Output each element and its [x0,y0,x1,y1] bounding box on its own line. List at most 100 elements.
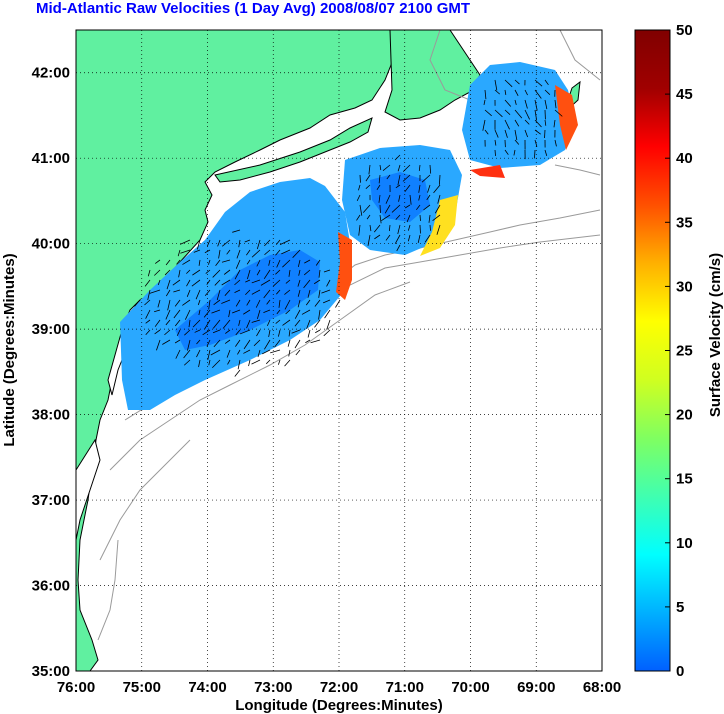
velocity-vector [208,359,211,366]
velocity-vector [315,329,321,334]
velocity-vector [484,129,489,135]
velocity-vector [265,359,271,365]
velocity-vector [195,289,201,300]
velocity-vector [391,204,401,213]
velocity-vector [423,204,431,211]
velocity-vector [184,309,191,320]
velocity-vector [247,269,251,280]
velocity-vector [175,349,181,359]
velocity-vector [266,319,271,327]
y-tick-label: 39:00 [32,321,70,338]
land-new-england [384,30,481,121]
velocity-vector [376,184,381,191]
velocity-vector [418,184,421,193]
velocity-vector [145,319,151,324]
velocity-vector [404,204,411,209]
velocity-vector [221,239,231,247]
velocity-vector [234,269,241,280]
velocity-vectors [134,79,563,377]
velocity-vector [395,214,401,220]
velocity-vector [203,309,211,318]
velocity-vector [504,79,513,88]
velocity-vector [378,194,381,203]
velocity-vector [206,339,211,347]
velocity-vector [385,194,391,204]
velocity-vector [362,204,371,213]
velocity-vector [192,269,201,276]
velocity-vector [177,249,181,257]
velocity-vector [356,194,361,201]
velocity-vector [388,224,391,232]
velocity-vector [524,99,528,109]
velocity-vector [303,269,311,276]
velocity-vector [382,164,391,171]
velocity-vector [226,349,231,358]
x-tick-label: 72:00 [320,679,358,696]
velocity-vector [318,289,321,298]
velocity-vector [212,329,221,334]
velocity-vector [183,349,191,359]
y-tick-label: 35:00 [32,663,70,680]
velocity-vector [221,299,231,304]
velocity-vector [514,79,520,85]
velocity-vector [396,244,401,252]
velocity-vector [428,214,431,223]
velocity-vector [288,349,291,357]
velocity-vector [174,319,181,327]
velocity-vector [207,349,211,361]
velocity-vector [276,289,281,295]
velocity-vector [157,279,161,286]
velocity-vector [197,299,201,306]
coverage-middle-edge [420,195,458,256]
velocity-vector [373,224,381,233]
velocity-vector [211,359,221,369]
velocity-vector [251,249,261,258]
velocity-vector [228,309,231,318]
x-tick-label: 76:00 [57,679,95,696]
velocity-vector [514,109,523,119]
velocity-vector [144,299,151,306]
coverage-south-slow [175,250,320,350]
velocity-field [120,62,578,410]
velocity-vector [384,204,391,214]
x-tick-label: 70:00 [451,679,489,696]
velocity-vector [318,309,321,320]
velocity-vector [534,99,538,111]
land-chesapeake [76,438,101,541]
velocity-vector [165,319,171,326]
plot-frame [75,29,603,672]
velocity-vector [297,279,301,287]
y-tick-label: 37:00 [32,492,70,509]
velocity-vector [235,259,241,269]
coverage-north-edge [555,85,578,150]
velocity-vector [243,309,251,315]
velocity-vector [211,309,221,314]
velocity-vector [284,359,291,367]
velocity-vector [524,89,528,96]
velocity-vector [424,234,431,243]
velocity-vector [262,349,271,355]
velocity-vector [429,224,431,231]
velocity-vector [268,329,271,338]
velocity-vector [356,214,361,221]
velocity-vector [183,359,191,366]
velocity-vector [263,309,271,313]
velocity-vector [314,299,321,307]
velocity-vector [282,319,291,326]
colorbar-label: Surface Velocity (cm/s) [707,253,724,417]
velocity-vector [263,289,271,299]
velocity-vector [324,309,331,319]
colorbar-tick-label: 30 [676,278,693,295]
x-tick-label: 75:00 [123,679,161,696]
velocity-vector [274,339,281,348]
colorbar-tick-label: 50 [676,22,693,39]
velocity-vector [234,289,241,293]
velocity-vector [243,339,251,350]
velocity-vector [524,129,529,138]
y-tick-label: 38:00 [32,407,70,424]
velocity-vector [173,309,181,319]
velocity-vector [524,119,530,125]
velocity-vector [251,279,261,284]
colorbar-tick-label: 35 [676,214,693,231]
velocity-vector [234,279,241,286]
